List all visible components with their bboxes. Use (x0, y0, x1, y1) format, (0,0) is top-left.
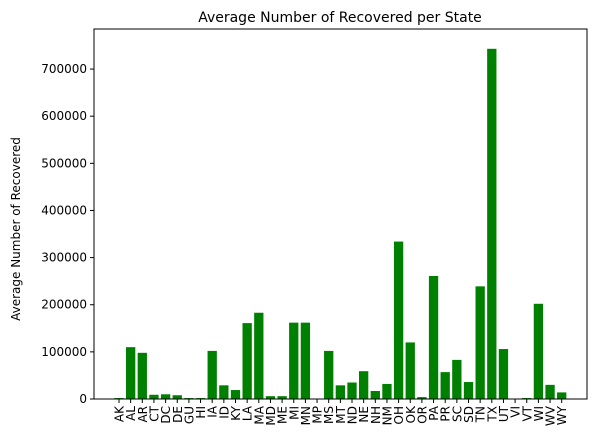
x-tick-label-gu: GU (182, 406, 196, 424)
x-tick-label-mn: MN (299, 406, 313, 425)
bar-mi (289, 322, 299, 399)
y-tick-label: 400000 (41, 203, 87, 217)
y-tick-label: 700000 (41, 62, 87, 76)
x-tick-label-me: ME (276, 406, 290, 424)
x-tick-label-al: AL (124, 406, 138, 421)
bar-sc (452, 359, 462, 399)
bar-wi (533, 303, 544, 399)
bar-mt (335, 385, 345, 399)
plot-frame (93, 28, 588, 400)
bar-ky (230, 390, 241, 399)
bar-or (417, 397, 427, 399)
x-tick-label-ia: IA (206, 405, 220, 418)
bar-id (219, 385, 229, 399)
x-tick-label-pa: PA (427, 405, 441, 420)
bar-pa (428, 275, 439, 399)
x-tick-label-id: ID (217, 406, 231, 419)
x-tick-label-wv: WV (544, 405, 558, 426)
bar-ct (149, 394, 159, 399)
x-tick-label-ky: KY (229, 405, 243, 420)
y-tick-label: 600000 (41, 109, 87, 123)
y-tick-label: 500000 (41, 156, 87, 170)
bar-ut (498, 349, 509, 399)
bar-ia (207, 350, 217, 399)
x-tick-label-dc: DC (159, 406, 173, 424)
x-tick-label-nd: ND (346, 406, 360, 424)
x-tick-label-ak: AK (113, 405, 127, 422)
bar-la (242, 323, 252, 399)
x-tick-label-tx: TX (485, 406, 499, 423)
x-tick-label-oh: OH (392, 406, 406, 424)
x-tick-label-de: DE (171, 406, 185, 423)
x-tick-label-vi: VI (509, 406, 523, 418)
bar-ok (405, 342, 415, 399)
x-tick-label-tn: TN (474, 406, 488, 423)
x-tick-label-mp: MP (311, 406, 325, 424)
y-axis-label: Average Number of Recovered (9, 137, 23, 321)
bar-sd (463, 382, 474, 399)
bar-tn (475, 286, 485, 399)
bar-ms (324, 350, 334, 399)
x-tick-label-sc: SC (450, 406, 464, 422)
bar-me (277, 396, 287, 399)
bar-mn (300, 322, 311, 399)
x-tick-label-wi: WI (532, 406, 546, 421)
bar-pr (440, 372, 450, 399)
y-tick-label: 100000 (41, 345, 87, 359)
bar-nh (370, 390, 380, 399)
bar-ne (359, 371, 369, 399)
bar-nd (347, 382, 357, 399)
x-tick-label-mt: MT (334, 405, 348, 423)
bar-ar (137, 352, 147, 399)
x-tick-label-ne: NE (357, 406, 371, 423)
x-tick-label-la: LA (241, 405, 255, 421)
x-tick-label-nh: NH (369, 406, 383, 424)
y-tick-label: 0 (79, 392, 87, 406)
x-tick-label-mi: MI (287, 406, 301, 420)
x-tick-label-ms: MS (322, 406, 336, 424)
x-tick-label-hi: HI (194, 406, 208, 419)
x-tick-label-pr: PR (439, 406, 453, 422)
bar-oh (393, 241, 404, 399)
x-tick-label-wy: WY (555, 405, 569, 425)
x-tick-label-md: MD (264, 406, 278, 426)
bar-al (126, 347, 136, 399)
x-tick-label-vt: VT (520, 405, 534, 421)
bar-ma (254, 312, 264, 399)
bars-group (114, 48, 567, 400)
bar-wv (545, 384, 555, 399)
bar-wy (557, 392, 567, 399)
x-tick-label-ut: UT (497, 405, 511, 422)
bar-md (265, 396, 276, 399)
x-tick-label-ma: MA (252, 405, 266, 424)
bar-nm (382, 383, 392, 399)
bar-dc (160, 394, 171, 399)
x-tick-label-ct: CT (147, 405, 161, 421)
bar-tx (487, 48, 497, 400)
x-tick-label-ok: OK (404, 405, 418, 423)
bar-de (172, 395, 182, 399)
x-tick-label-sd: SD (462, 406, 476, 423)
y-tick-label: 200000 (41, 298, 87, 312)
x-tick-label-ar: AR (136, 406, 150, 423)
x-axis: AKALARCTDCDEGUHIIAIDKYLAMAMDMEMIMNMPMSMT… (113, 399, 569, 426)
x-tick-label-or: OR (415, 406, 429, 424)
y-tick-label: 300000 (41, 251, 87, 265)
y-axis: 0 100000 200000 300000 400000 500000 600000 700… (41, 62, 94, 406)
chart-title: Average Number of Recovered per State (198, 10, 482, 26)
x-tick-label-nm: NM (380, 406, 394, 425)
